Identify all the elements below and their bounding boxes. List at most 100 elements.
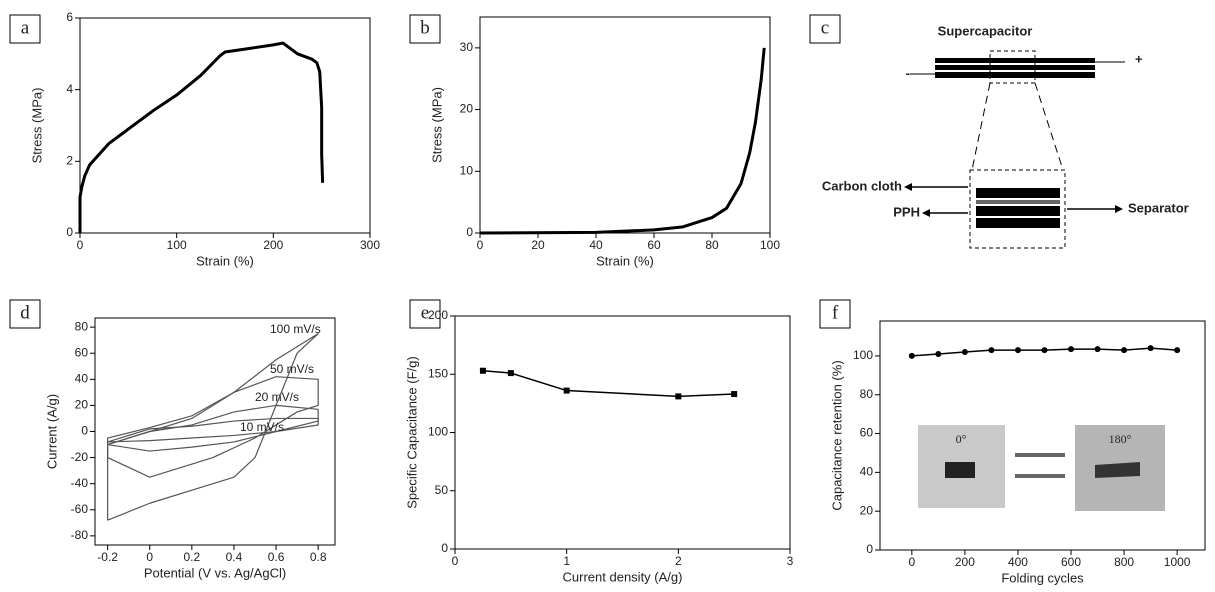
y-tick-label: 60 [75,345,89,359]
marker [1094,346,1101,353]
plus: + [1135,51,1143,66]
x-tick-label: 600 [1061,555,1081,569]
series-label: 20 mV/s [255,390,299,404]
x-tick-label: 0.6 [268,550,285,564]
x-tick-label: 40 [589,238,603,252]
diagram-title: Supercapacitor [938,23,1033,38]
x-tick-label: 3 [787,554,794,568]
y-tick-label: 0 [66,225,73,239]
annotation: Carbon cloth [822,178,902,193]
y-tick-label: 0 [466,225,473,239]
layer [976,218,1060,228]
y-axis-label: Current (A/g) [44,394,59,469]
y-tick-label: 40 [75,371,89,385]
x-axis-label: Strain (%) [196,253,254,268]
layer [976,200,1060,204]
y-tick-label: 50 [435,483,449,497]
x-tick-label: 100 [167,238,187,252]
x-tick-label: 0 [477,238,484,252]
zoom-box [989,50,1036,84]
y-tick-label: -20 [71,450,89,464]
marker [908,352,915,359]
y-tick-label: 0 [441,541,448,555]
x-tick-label: 200 [955,555,975,569]
data-line [107,404,319,452]
y-tick-label: -60 [71,502,89,516]
marker [961,349,968,356]
annotation: 0° [956,432,967,446]
plot-frame [479,16,771,234]
marker [1174,347,1181,354]
y-tick-label: 80 [860,387,874,401]
layer [976,206,1060,216]
x-tick-label: 800 [1114,555,1134,569]
layer [976,188,1060,198]
series-label: 10 mV/s [240,420,284,434]
marker [563,387,570,394]
y-axis-label: Specific Capacitance (F/g) [404,356,419,508]
panel-label-box [809,14,841,44]
plot-frame [879,320,1206,551]
y-tick-label: 100 [853,348,873,362]
data-line [107,417,319,443]
y-tick-label: -40 [71,476,89,490]
panel-label: d [20,302,30,323]
zoom-line [971,82,991,171]
data-line [482,370,735,398]
marker [479,367,486,374]
x-tick-label: 80 [705,238,719,252]
y-tick-label: 100 [428,425,448,439]
x-tick-label: 0 [452,554,459,568]
x-axis-label: Current density (A/g) [563,569,683,584]
marker [935,350,942,357]
plot-frame [454,315,791,550]
plot-frame [79,17,371,234]
x-tick-label: 2 [675,554,682,568]
y-tick-label: 0 [866,542,873,556]
annotation: Separator [1128,200,1189,215]
y-tick-label: 2 [66,154,73,168]
annotation: 180° [1109,432,1132,446]
annotation: PPH [893,204,920,219]
y-tick-label: 40 [860,465,874,479]
marker [507,370,514,377]
marker [988,347,995,354]
y-tick-label: 80 [75,319,89,333]
panel-label: f [832,302,839,323]
x-axis-label: Potential (V vs. Ag/AgCl) [144,565,286,580]
x-tick-label: 400 [1008,555,1028,569]
marker [1121,347,1128,354]
panel-label: c [821,17,829,38]
data-line [479,47,766,235]
y-tick-label: 20 [860,503,874,517]
data-line [107,376,319,478]
arrow-head [1115,205,1123,213]
panel-label: e [421,302,429,323]
layer [935,58,1095,63]
series-label: 50 mV/s [270,362,314,376]
x-tick-label: 0 [146,550,153,564]
y-tick-label: -80 [71,528,89,542]
device [945,462,975,478]
y-tick-label: 10 [460,163,474,177]
x-tick-label: 0.8 [310,550,327,564]
data-line [107,333,319,521]
y-axis-label: Stress (MPa) [429,87,444,163]
y-tick-label: 30 [460,40,474,54]
x-tick-label: 0.2 [183,550,200,564]
x-tick-label: 0.4 [226,550,243,564]
panel-label: a [21,17,30,38]
x-axis-label: Folding cycles [1001,570,1084,585]
y-tick-label: 0 [81,424,88,438]
x-tick-label: 0 [908,555,915,569]
y-tick-label: 60 [860,426,874,440]
marker [675,393,682,400]
zoom-detail [969,169,1066,249]
y-tick-label: 4 [66,82,73,96]
panel-label: b [420,17,430,38]
panel-label-box [9,14,41,44]
x-tick-label: 1 [563,554,570,568]
panel-label-box [9,299,41,329]
panel-label-box [409,299,441,329]
